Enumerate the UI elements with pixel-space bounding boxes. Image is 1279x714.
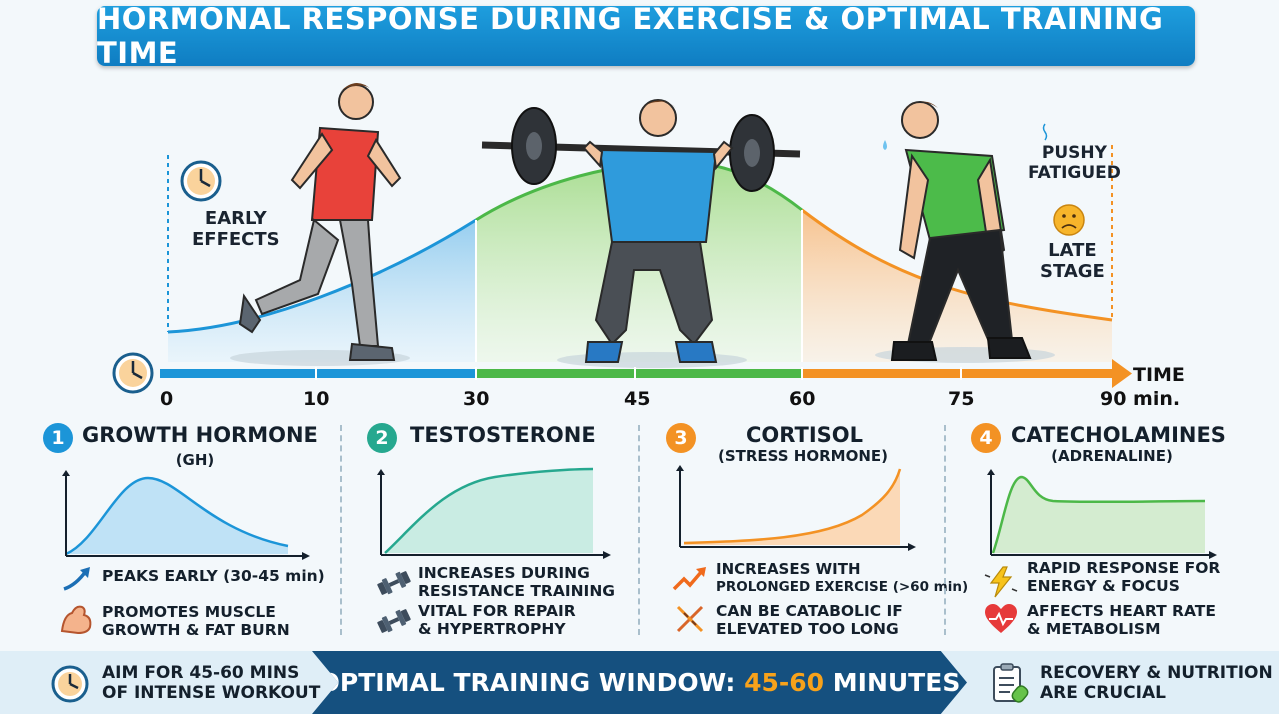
panel-subtitle: (ADRENALINE) xyxy=(1051,447,1173,465)
optimal-window-text: OPTIMAL TRAINING WINDOW: 45-60 MINUTES xyxy=(318,668,961,697)
panel-divider xyxy=(638,425,640,635)
late-phase-area xyxy=(802,210,1112,362)
late-stage-label: LATE STAGE xyxy=(1040,240,1105,282)
fatigued-label: PUSHY FATIGUED xyxy=(1028,143,1121,183)
footer-clock-icon xyxy=(51,665,89,703)
panel-bullet-2: AFFECTS HEART RATE & METABOLISM xyxy=(1027,602,1216,638)
tick-label-45: 45 xyxy=(624,388,651,410)
tick-label-10: 10 xyxy=(303,388,330,410)
zigzag-up-arrow-icon xyxy=(672,567,706,591)
flexed-bicep-icon xyxy=(60,605,92,635)
panel-bullet-1: PEAKS EARLY (30-45 min) xyxy=(102,567,325,585)
timeline-blue-segment xyxy=(160,369,476,378)
footer-left-text: AIM FOR 45-60 MINS OF INTENSE WORKOUT xyxy=(102,663,321,703)
panel-bullet-1: INCREASES DURING RESISTANCE TRAINING xyxy=(418,564,616,600)
panel-number-badge: 3 xyxy=(666,423,696,453)
early-phase-curve xyxy=(167,218,477,334)
panel-growth-hormone: 1 GROWTH HORMONE (GH) PEAKS EARLY (30-45… xyxy=(40,415,330,640)
tick-label-30: 30 xyxy=(463,388,490,410)
time-end-label: 90 min. xyxy=(1100,388,1181,410)
tick-label-60: 60 xyxy=(789,388,816,410)
optimal-window-banner: OPTIMAL TRAINING WINDOW: 45-60 MINUTES xyxy=(312,651,967,714)
testosterone-mini-chart xyxy=(377,467,611,559)
clipboard-checklist-icon xyxy=(993,663,1029,703)
trend-up-arrow-icon xyxy=(63,567,90,591)
footer-right-text: RECOVERY & NUTRITION ARE CRUCIAL xyxy=(1040,663,1273,703)
lightning-icon xyxy=(984,566,1018,598)
time-axis-label: TIME xyxy=(1133,364,1185,386)
squat-lifter-figure-icon xyxy=(481,99,801,363)
panel-subtitle: (STRESS HORMONE) xyxy=(717,447,889,465)
timeline-bar xyxy=(112,352,1132,394)
panel-catecholamines: 4 CATECHOLAMINES (ADRENALINE) RAPID RESP… xyxy=(955,415,1255,640)
dumbbell-icon xyxy=(377,571,411,595)
panel-number-badge: 4 xyxy=(971,423,1001,453)
panel-divider xyxy=(340,425,342,635)
runner-figure-icon xyxy=(238,82,402,361)
timeline-green-segment xyxy=(476,369,802,378)
growth-hormone-mini-chart xyxy=(62,470,310,560)
catecholamines-mini-chart xyxy=(987,469,1217,559)
title-banner: HORMONAL RESPONSE DURING EXERCISE & OPTI… xyxy=(97,2,1195,70)
panel-number-badge: 2 xyxy=(367,423,397,453)
panel-bullet-2: PROMOTES MUSCLE GROWTH & FAT BURN xyxy=(102,603,290,639)
sad-face-icon xyxy=(1053,204,1085,236)
cortisol-mini-chart xyxy=(676,465,916,551)
squiggle-icon xyxy=(1042,123,1048,141)
early-clock-icon xyxy=(180,160,222,202)
dumbbell-icon xyxy=(377,609,411,633)
panel-bullet-1: RAPID RESPONSE FOR ENERGY & FOCUS xyxy=(1027,559,1221,595)
dna-icon xyxy=(676,605,704,633)
early-effects-label: EARLY EFFECTS xyxy=(192,208,280,250)
panel-title: GROWTH HORMONE xyxy=(82,423,318,447)
panel-bullet-2: VITAL FOR REPAIR & HYPERTROPHY xyxy=(418,602,576,638)
panel-divider xyxy=(944,425,946,635)
hormone-curve-illustration xyxy=(167,82,1113,368)
tick-label-0: 0 xyxy=(160,388,174,410)
panel-title: TESTOSTERONE xyxy=(410,423,596,447)
panel-testosterone: 2 TESTOSTERONE INCREASES DURING RESISTAN… xyxy=(350,415,630,640)
tick-label-75: 75 xyxy=(948,388,975,410)
panel-subtitle: (GH) xyxy=(175,451,215,469)
panel-bullet-1: INCREASES WITH PROLONGED EXERCISE (>60 m… xyxy=(716,560,969,595)
timeline-arrowhead xyxy=(1112,359,1132,388)
heart-pulse-icon xyxy=(985,604,1017,633)
panel-title: CORTISOL xyxy=(746,423,863,447)
panel-number-badge: 1 xyxy=(43,423,73,453)
panel-bullet-2: CAN BE CATABOLIC IF ELEVATED TOO LONG xyxy=(716,602,903,638)
page-title: HORMONAL RESPONSE DURING EXERCISE & OPTI… xyxy=(97,2,1164,70)
panel-title: CATECHOLAMINES xyxy=(1011,423,1226,447)
timeline-orange-segment xyxy=(802,369,1112,378)
panel-cortisol: 3 CORTISOL (STRESS HORMONE) INCREASES WI… xyxy=(650,415,968,640)
fatigued-figure-icon xyxy=(883,101,1032,361)
